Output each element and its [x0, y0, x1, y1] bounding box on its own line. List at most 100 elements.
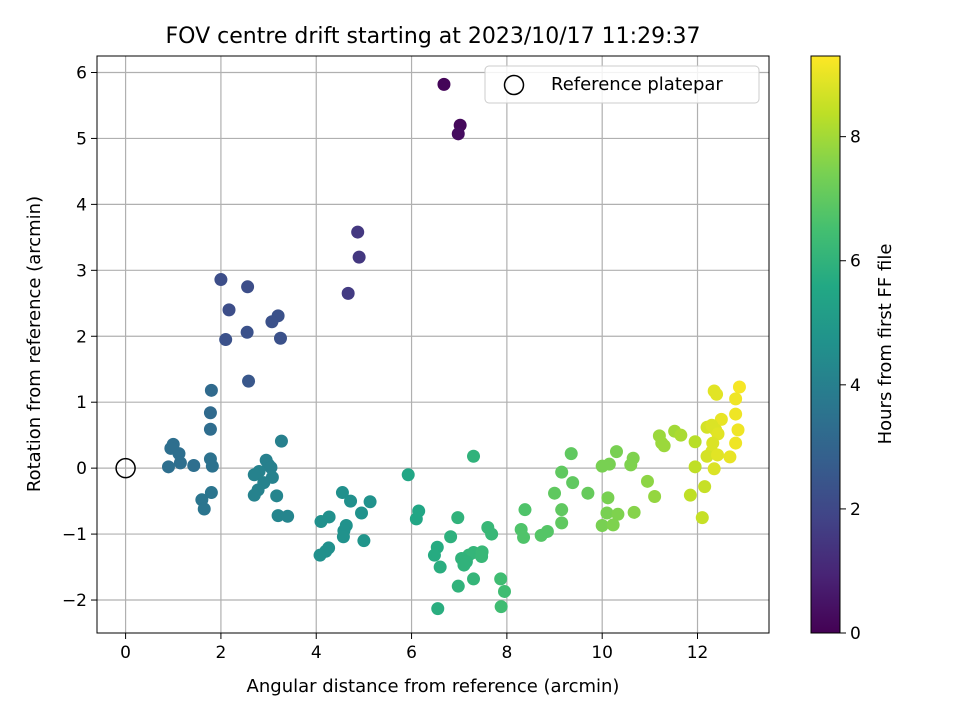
y-axis-ticks: −2 −1 0 1 2 3 4 5 6	[62, 63, 97, 611]
x-axis-ticks: 0 2 4 6 8 10 12	[120, 633, 708, 663]
data-point	[355, 506, 369, 520]
data-point	[548, 486, 562, 500]
data-point	[444, 530, 458, 544]
data-point	[351, 225, 365, 239]
data-point	[273, 331, 287, 345]
data-point	[606, 518, 620, 532]
plot-frame	[96, 55, 770, 634]
data-point	[710, 387, 724, 401]
data-point	[437, 77, 451, 91]
data-point	[731, 423, 745, 437]
data-point	[241, 280, 255, 294]
data-point	[197, 502, 211, 516]
y-tick-label: 6	[76, 63, 87, 83]
data-point	[467, 449, 481, 463]
data-point	[247, 468, 261, 482]
data-point	[518, 503, 532, 517]
data-point	[457, 558, 471, 572]
data-point	[352, 250, 366, 264]
data-point	[271, 509, 285, 523]
data-point	[674, 428, 688, 442]
data-point	[683, 488, 697, 502]
data-point	[187, 459, 201, 473]
data-point	[341, 286, 355, 300]
colorbar-tick-label: 6	[850, 252, 861, 272]
data-point	[494, 600, 508, 614]
y-tick-label: 5	[76, 129, 87, 149]
data-point	[732, 380, 746, 394]
y-tick-label: 4	[76, 195, 87, 215]
y-tick-label: −1	[62, 525, 87, 545]
y-tick-label: −2	[62, 591, 87, 611]
data-point	[688, 435, 702, 449]
x-tick-label: 4	[311, 643, 322, 663]
colorbar: 0 2 4 6 8 Hours from first FF file	[810, 55, 896, 644]
colorbar-tick-label: 4	[850, 376, 861, 396]
data-point	[611, 507, 625, 521]
reference-marker	[115, 457, 136, 479]
data-point	[240, 325, 254, 339]
data-point	[711, 448, 725, 462]
x-tick-label: 8	[501, 643, 512, 663]
grid-lines	[97, 56, 769, 633]
data-point	[609, 445, 623, 459]
data-point	[700, 449, 714, 463]
data-point	[540, 524, 554, 538]
x-axis-label: Angular distance from reference (arcmin)	[247, 676, 620, 697]
data-point	[695, 511, 709, 525]
legend-label: Reference platepar	[551, 74, 723, 95]
colorbar-label: Hours from first FF file	[875, 244, 896, 445]
data-point	[475, 550, 489, 564]
data-point	[485, 527, 499, 541]
data-point	[555, 516, 569, 530]
data-point	[357, 534, 371, 548]
data-point	[242, 374, 256, 388]
data-point	[336, 530, 350, 544]
data-point	[497, 584, 511, 598]
data-point	[314, 515, 328, 529]
data-point	[494, 572, 508, 586]
data-point	[467, 572, 481, 586]
x-tick-label: 12	[687, 643, 709, 663]
data-point	[555, 465, 569, 479]
y-tick-label: 3	[76, 261, 87, 281]
data-point	[335, 486, 349, 500]
data-point	[627, 505, 641, 519]
data-point	[517, 530, 531, 544]
y-axis-label: Rotation from reference (arcmin)	[24, 196, 45, 492]
data-point	[363, 495, 377, 509]
data-point	[203, 422, 217, 436]
data-point	[214, 273, 228, 287]
data-point	[204, 486, 218, 500]
legend-marker	[503, 74, 525, 96]
data-point	[344, 494, 358, 508]
x-tick-label: 6	[406, 643, 417, 663]
data-point	[729, 407, 743, 421]
data-point	[595, 459, 609, 473]
x-tick-label: 10	[591, 643, 613, 663]
data-point	[595, 519, 609, 533]
data-point	[401, 468, 415, 482]
data-point	[624, 458, 638, 472]
data-point	[714, 412, 728, 426]
legend-box	[484, 65, 760, 104]
data-point	[219, 333, 233, 347]
y-tick-label: 1	[76, 393, 87, 413]
chart-title: FOV centre drift starting at 2023/10/17 …	[166, 24, 701, 49]
data-point	[427, 548, 441, 562]
data-point	[657, 439, 671, 453]
data-point	[564, 447, 578, 461]
data-point	[600, 506, 614, 520]
data-point	[205, 459, 219, 473]
data-point	[555, 503, 569, 517]
data-point	[173, 456, 187, 470]
data-point	[409, 512, 423, 526]
colorbar-tick-label: 2	[850, 500, 861, 520]
data-point	[204, 383, 218, 397]
data-point	[698, 480, 712, 494]
data-point	[281, 509, 295, 523]
data-point	[723, 450, 737, 464]
data-point	[729, 436, 743, 450]
y-tick-label: 0	[76, 459, 87, 479]
